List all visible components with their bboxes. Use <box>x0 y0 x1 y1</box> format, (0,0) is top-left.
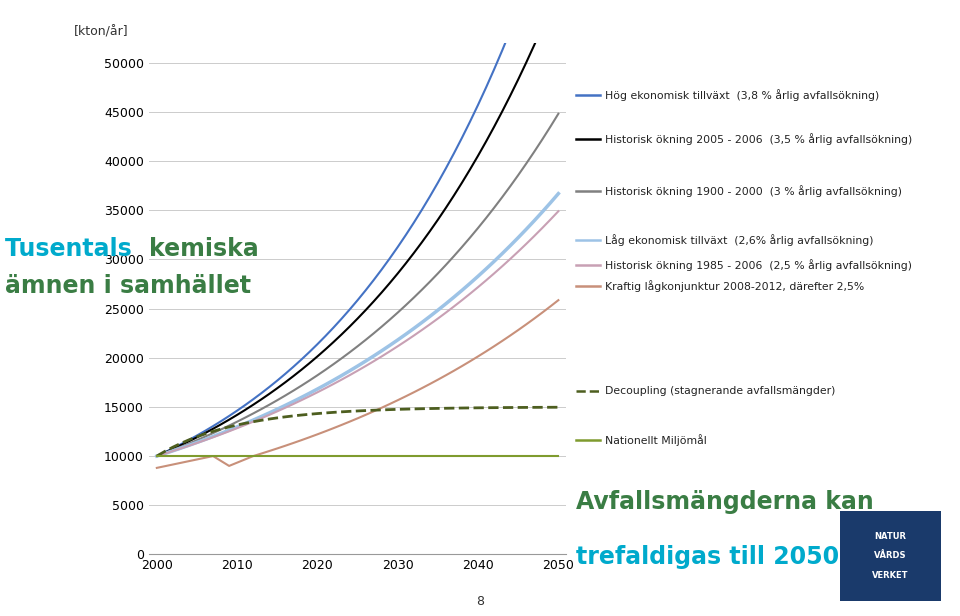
Text: trefaldigas till 2050: trefaldigas till 2050 <box>576 546 839 569</box>
Text: VERKET: VERKET <box>872 571 909 580</box>
Text: VÅRDS: VÅRDS <box>875 551 906 561</box>
Text: kemiska: kemiska <box>149 238 258 261</box>
Text: Kraftig lågkonjunktur 2008-2012, därefter 2,5%: Kraftig lågkonjunktur 2008-2012, därefte… <box>605 280 864 293</box>
Text: Låg ekonomisk tillväxt  (2,6% årlig avfallsökning): Låg ekonomisk tillväxt (2,6% årlig avfal… <box>605 234 874 246</box>
Text: Decoupling (stagnerande avfallsmängder): Decoupling (stagnerande avfallsmängder) <box>605 386 835 396</box>
Text: Hög ekonomisk tillväxt  (3,8 % årlig avfallsökning): Hög ekonomisk tillväxt (3,8 % årlig avfa… <box>605 89 879 102</box>
Text: Avfallsmängderna kan: Avfallsmängderna kan <box>576 490 874 514</box>
Text: Historisk ökning 1985 - 2006  (2,5 % årlig avfallsökning): Historisk ökning 1985 - 2006 (2,5 % årli… <box>605 259 912 271</box>
Text: 8: 8 <box>476 595 484 608</box>
Text: Historisk ökning 1900 - 2000  (3 % årlig avfallsökning): Historisk ökning 1900 - 2000 (3 % årlig … <box>605 185 901 197</box>
Text: NATUR: NATUR <box>875 532 906 541</box>
Text: Historisk ökning 2005 - 2006  (3,5 % årlig avfallsökning): Historisk ökning 2005 - 2006 (3,5 % årli… <box>605 132 912 145</box>
Text: [kton/år]: [kton/år] <box>74 25 129 38</box>
Text: ämnen i samhället: ämnen i samhället <box>5 275 251 298</box>
Text: Nationellt Miljömål: Nationellt Miljömål <box>605 434 707 447</box>
Text: Tusentals: Tusentals <box>5 238 140 261</box>
